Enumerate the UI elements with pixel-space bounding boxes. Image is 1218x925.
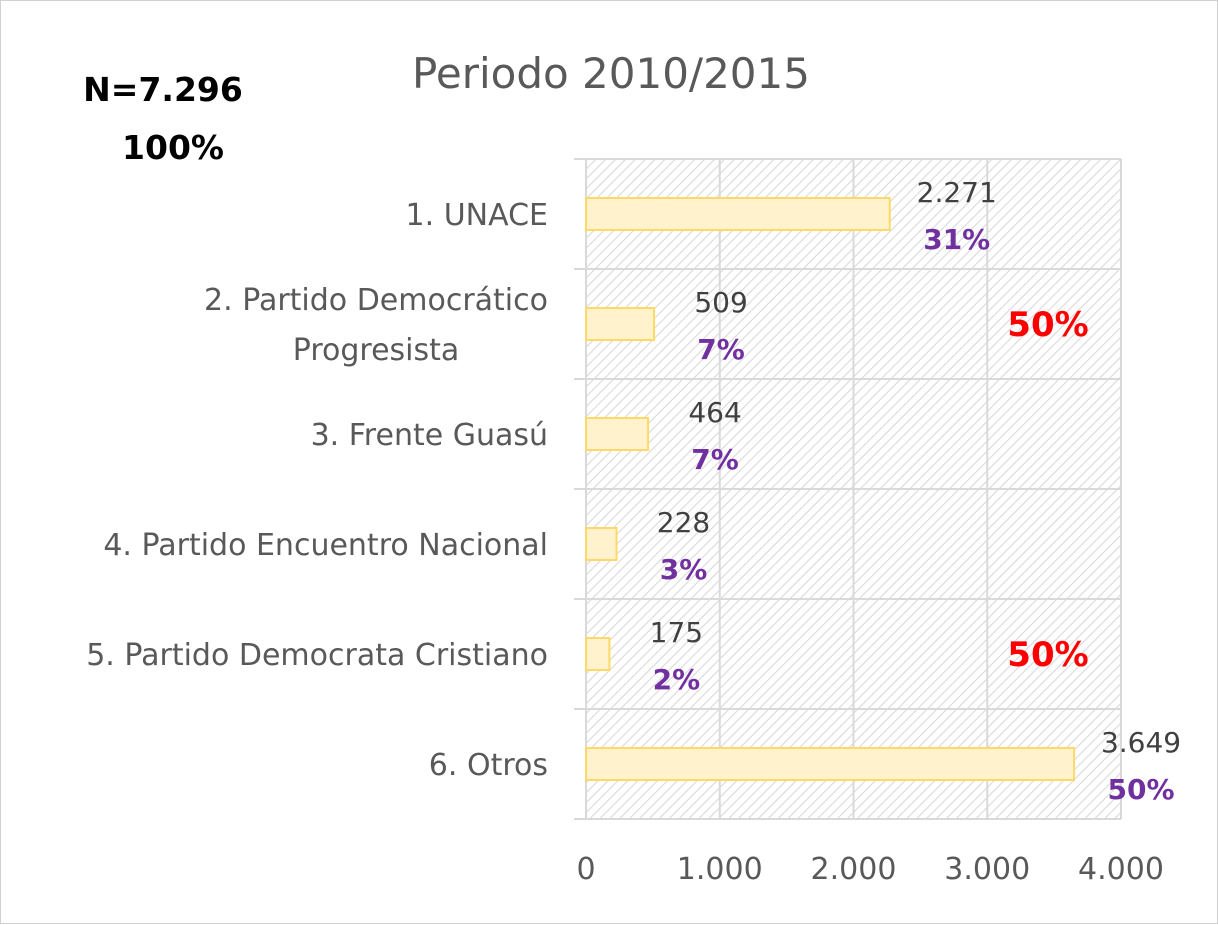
category-label: 6. Otros [429, 748, 548, 783]
chart-title: Periodo 2010/2015 [412, 49, 810, 98]
value-label: 509 [694, 286, 747, 319]
category-label: 4. Partido Encuentro Nacional [103, 528, 548, 563]
percent-label: 7% [691, 443, 739, 476]
note-line: 100% [122, 128, 224, 167]
bar [585, 747, 1076, 781]
annotation-label: 50% [1007, 635, 1088, 675]
value-label: 2.271 [917, 176, 997, 209]
x-tick-label: 4.000 [1078, 852, 1164, 887]
note-line: N=7.296 [83, 70, 243, 109]
bar [585, 637, 611, 671]
x-tick-label: 1.000 [677, 852, 763, 887]
value-label: 3.649 [1101, 726, 1181, 759]
category-label: 3. Frente Guasú [311, 418, 548, 453]
category-labels: 1. UNACE 2. Partido Democrático Progresist… [86, 198, 548, 783]
category-label-line: Progresista [293, 333, 460, 368]
x-tick-labels: 0 1.000 2.000 3.000 4.000 [576, 852, 1163, 887]
bar [585, 417, 650, 451]
value-label: 175 [650, 616, 703, 649]
percent-label: 31% [923, 223, 990, 256]
gridlines [574, 158, 1122, 820]
value-label: 228 [657, 506, 710, 539]
annotation-label: 50% [1007, 305, 1088, 345]
bar [585, 197, 891, 231]
category-label: 5. Partido Democrata Cristiano [86, 638, 548, 673]
x-tick-label: 3.000 [944, 852, 1030, 887]
x-tick-label: 2.000 [811, 852, 897, 887]
percent-label: 2% [653, 663, 701, 696]
bars [585, 197, 1076, 781]
annotations: 50% 50% [1007, 305, 1088, 675]
percent-label: 3% [660, 553, 708, 586]
value-labels: 2.271 31% 509 7% 464 7% 228 3% 175 2% 3.649 50% [650, 176, 1181, 806]
x-tick-label: 0 [576, 852, 595, 887]
bar [585, 307, 656, 341]
percent-label: 7% [697, 333, 745, 366]
sample-size-note: N=7.296 100% [83, 70, 243, 167]
category-label: 1. UNACE [406, 198, 548, 233]
category-label-line: 2. Partido Democrático [204, 283, 548, 318]
bar [585, 527, 618, 561]
value-label: 464 [688, 396, 741, 429]
category-label: 2. Partido Democrático Progresista [204, 283, 548, 368]
percent-label: 50% [1108, 773, 1175, 806]
